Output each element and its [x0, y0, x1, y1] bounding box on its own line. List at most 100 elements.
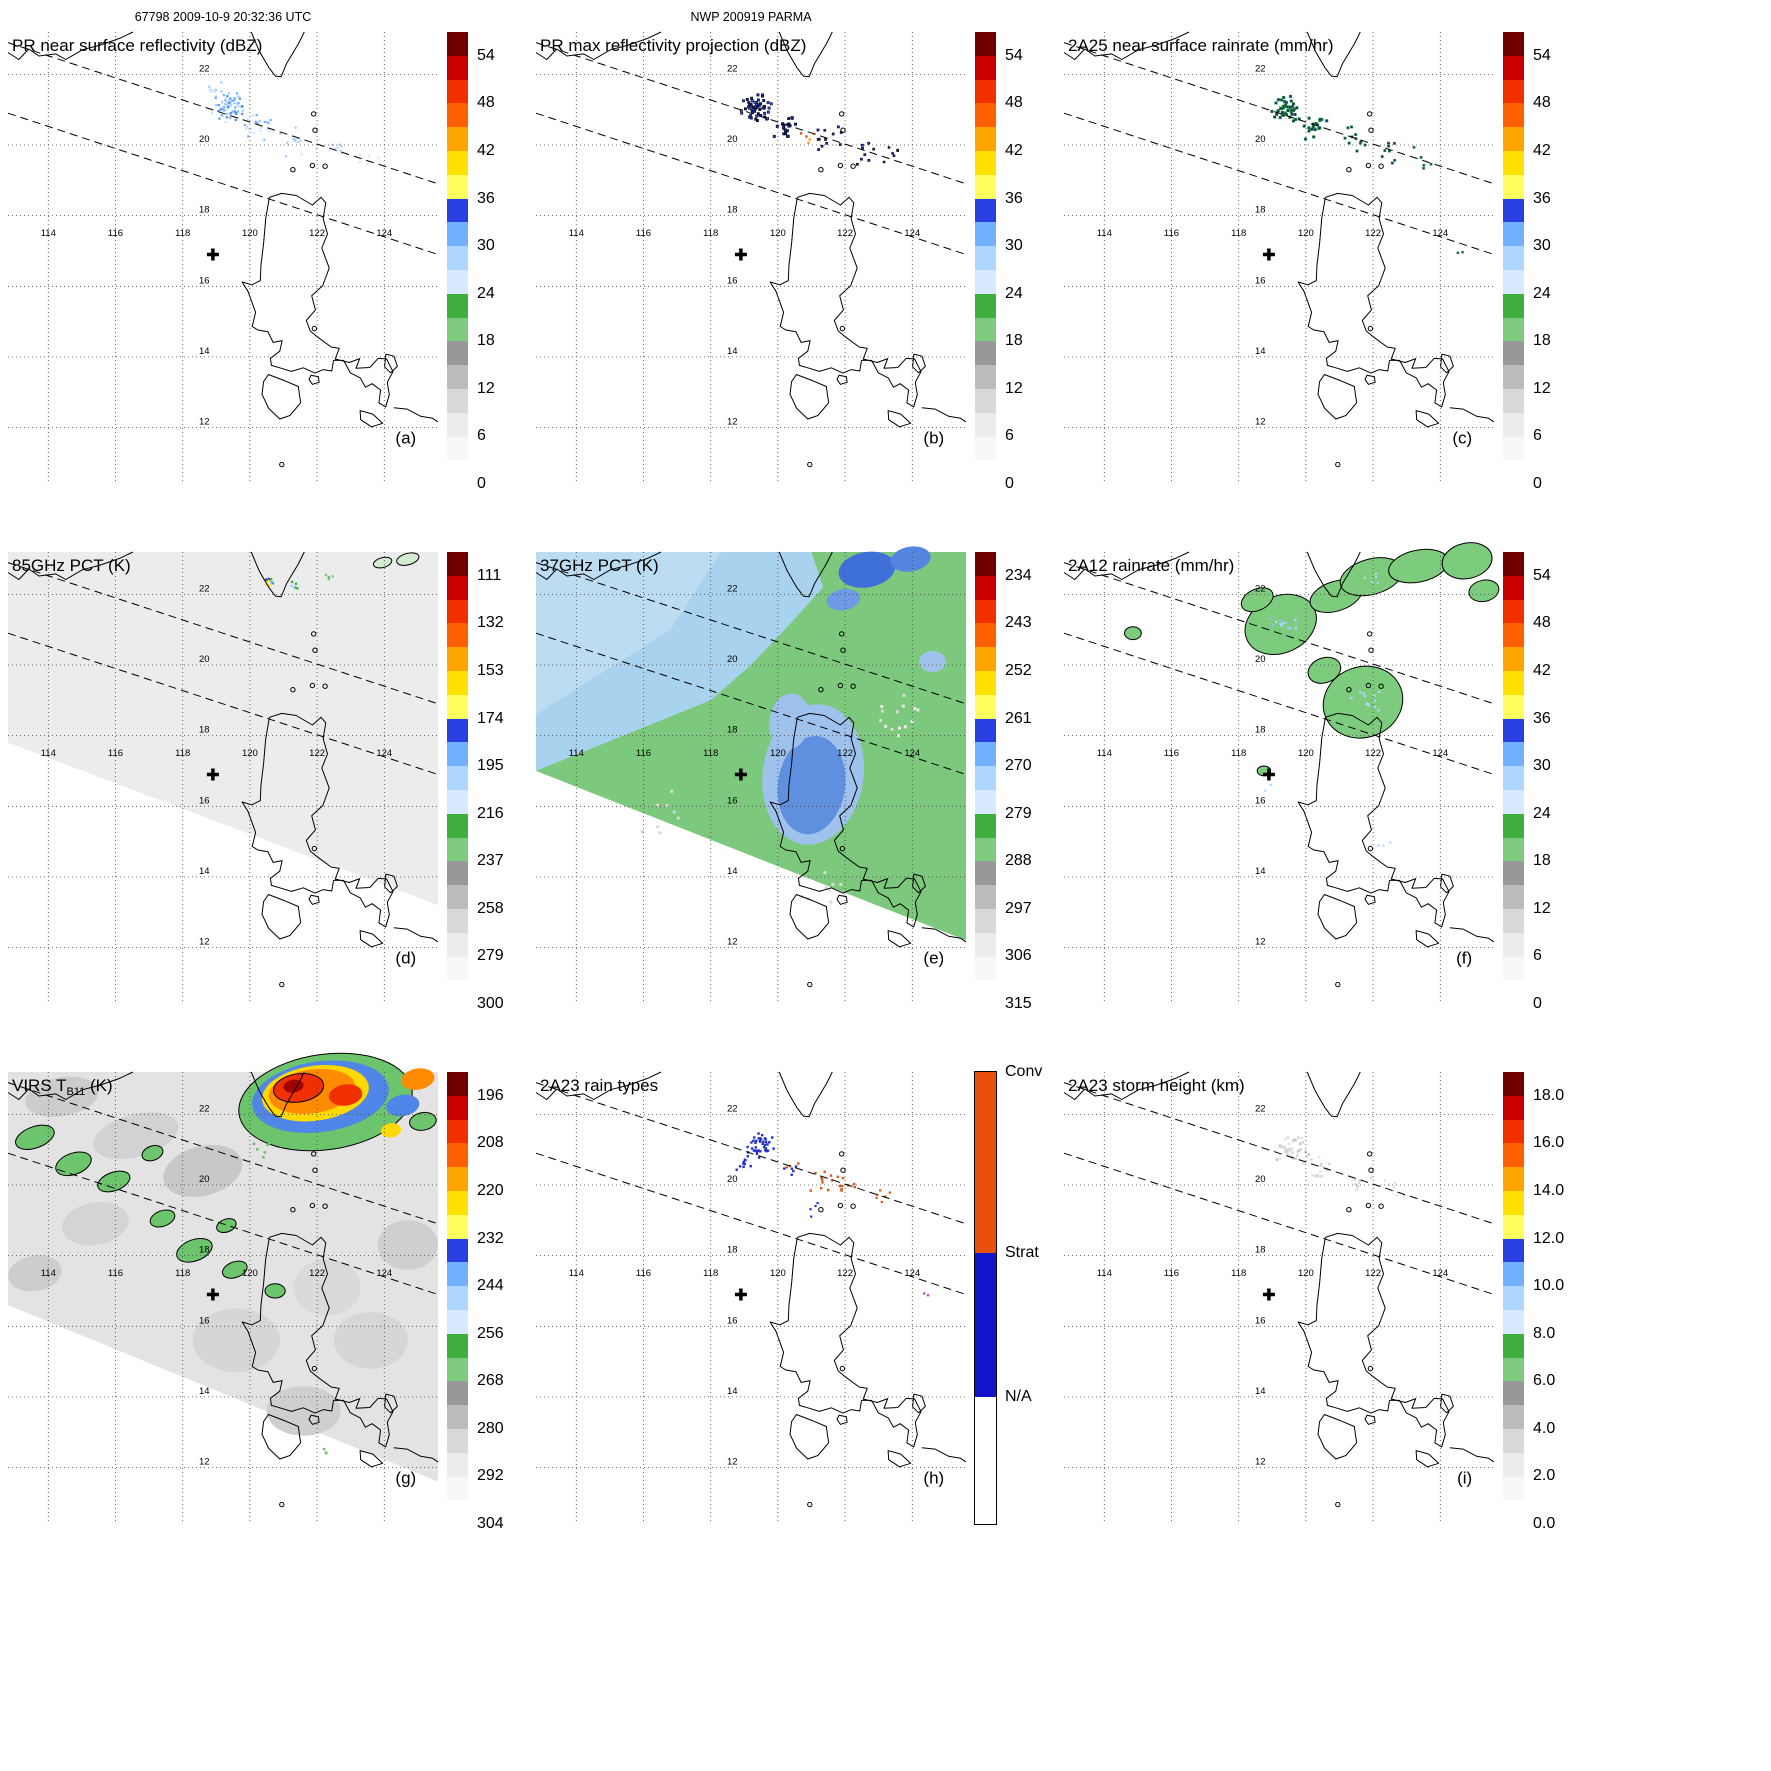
swath-edge-line: [7, 1152, 439, 1295]
swath-edge-line: [7, 562, 439, 705]
panel-title: 2A12 rainrate (mm/hr): [1068, 556, 1234, 575]
lat-label: 16: [199, 1315, 210, 1326]
colorbar-segment: [447, 956, 468, 981]
colorbar-segment: [1503, 341, 1524, 366]
data-blob: [216, 1218, 237, 1234]
colorbar-tick-label: 0: [1005, 475, 1014, 492]
colorbar-segment: [1503, 552, 1524, 576]
colorbar-f: 54 48 42 36 30 24 18 12 6 0: [1503, 552, 1583, 1012]
lon-label: 118: [1231, 1268, 1246, 1279]
colorbar-tick-label: N/A: [1005, 1388, 1032, 1406]
lat-label: 12: [727, 417, 738, 428]
colorbar-segment: [975, 813, 996, 838]
colorbar-segment: [447, 460, 468, 485]
lon-label: 122: [837, 748, 853, 759]
colorbar-segment: [447, 1238, 468, 1263]
grid-lines: [8, 552, 438, 1004]
colorbar-segment: [975, 623, 996, 648]
colorbar-segment: [447, 150, 468, 175]
colorbar-segment: [975, 1397, 996, 1524]
colorbar-tick-label: 48: [1533, 94, 1551, 112]
colorbar-tick-label: 8.0: [1533, 1324, 1556, 1342]
lon-label: 120: [1298, 748, 1314, 759]
colorbar-segment: [975, 647, 996, 671]
colorbar-segment: [447, 932, 468, 957]
colorbar-segment: [447, 103, 468, 128]
grid-lines: [536, 32, 966, 484]
lat-label: 18: [199, 1245, 210, 1256]
colorbar-segment: [1503, 980, 1524, 1005]
data-blob: [55, 1151, 92, 1177]
colorbar-tick-label: 16.0: [1533, 1134, 1565, 1152]
lat-label: 20: [1255, 654, 1266, 665]
colorbar-segment: [1503, 956, 1524, 981]
colorbar-segment: [1503, 1167, 1524, 1191]
data-blob: [401, 1068, 435, 1090]
coastline: [1063, 1071, 1495, 1508]
colorbar-segment: [1503, 246, 1524, 270]
colorbar-segment: [1503, 32, 1524, 56]
swath-edge-line: [535, 1152, 967, 1295]
grid-labels: 114 116 118 120 122 124 12 14 16 18 20 22: [1097, 63, 1449, 427]
colorbar-segment: [447, 198, 468, 223]
data-blob: [163, 1144, 243, 1197]
data-blob: [386, 1094, 420, 1117]
lon-label: 116: [636, 228, 651, 239]
colorbar-tick-label: 279: [477, 947, 504, 965]
map-b: 114 116 118 120 122 124 12 14 16 18 20 22 PR max ref…: [535, 31, 967, 484]
colorbar-tick-label: 243: [1005, 614, 1032, 632]
colorbar-segment: [975, 837, 996, 862]
coastline: [535, 1071, 967, 1508]
lon-label: 120: [1298, 228, 1314, 239]
colorbar-segment: [975, 412, 996, 437]
colorbar-segment: [1503, 813, 1524, 838]
lat-label: 12: [199, 417, 210, 428]
grid-labels: 114 116 118 120 122 124 12 14 16 18 20 22: [569, 583, 921, 947]
lat-label: 22: [727, 63, 738, 74]
colorbar-segment: [975, 103, 996, 128]
colorbar-tick-label: 54: [1533, 46, 1551, 64]
colorbar-segment: [447, 79, 468, 104]
corner-label: (b): [923, 428, 944, 447]
colorbar-tick-label: 54: [477, 46, 495, 64]
map-e: 114 116 118 120 122 124 12 14 16 18 20 22 37GHz PCT …: [535, 546, 967, 1004]
lon-label: 124: [1432, 748, 1448, 759]
colorbar-scale: [447, 1072, 468, 1525]
panel-title: VIRS TB11 (K): [12, 1076, 113, 1098]
colorbar-segment: [447, 55, 468, 80]
rain-cells: [265, 573, 334, 590]
grid-lines: [1064, 32, 1494, 484]
colorbar-segment: [975, 1252, 996, 1398]
data-blob: [409, 1111, 437, 1131]
colorbar-tick-label: 18.0: [1533, 1086, 1565, 1104]
colorbar-tick-label: 244: [477, 1277, 504, 1295]
colorbar-g: 196 208 220 232 244 256 268 280 292 304: [447, 1072, 527, 1532]
colorbar-tick-label: 42: [1533, 662, 1551, 679]
lat-label: 18: [199, 205, 210, 216]
colorbar-segment: [447, 908, 468, 933]
colorbar-scale: [975, 552, 996, 1005]
swath-edge-line: [1063, 112, 1495, 255]
lon-label: 118: [1231, 228, 1246, 239]
colorbar-tick-label: 280: [477, 1419, 504, 1437]
rain-cells: [208, 81, 380, 166]
panel-h: 114 116 118 120 122 124 12 14 16 18 20 22 2A23 rain …: [528, 1040, 1056, 1771]
lon-label: 120: [242, 1268, 258, 1279]
map-h: 114 116 118 120 122 124 12 14 16 18 20 22 2A23 rain …: [535, 1071, 967, 1524]
colorbar-segment: [447, 861, 468, 886]
lat-label: 20: [1255, 1174, 1266, 1185]
lon-label: 116: [1164, 1268, 1179, 1279]
swath-edge-line: [1063, 632, 1495, 775]
grid-lines: [8, 32, 438, 484]
lon-label: 118: [175, 228, 190, 239]
lon-label: 122: [309, 748, 325, 759]
colorbar-scale: [1503, 552, 1524, 1005]
colorbar-tick-label: 261: [1005, 709, 1032, 727]
colorbar-segment: [1503, 1286, 1524, 1310]
colorbar-segment: [975, 388, 996, 413]
colorbar-segment: [447, 623, 468, 648]
colorbar-segment: [1503, 460, 1524, 485]
lat-label: 20: [199, 134, 210, 145]
colorbar-tick-label: 18: [1533, 852, 1551, 870]
panel-c: 114 116 118 120 122 124 12 14 16 18 20 22 2A25 near …: [1056, 0, 1771, 520]
